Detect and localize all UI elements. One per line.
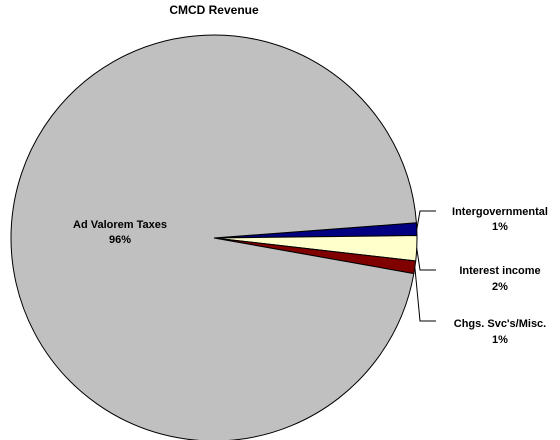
- slice-label-interest-income: Interest income: [459, 265, 540, 277]
- leader-line-intergovernmental: [416, 210, 436, 230]
- slice-pct-ad-valorem-taxes: 96%: [109, 234, 131, 246]
- slice-label-chgs-svcs-misc: Chgs. Svc's/Misc.: [454, 318, 547, 330]
- slice-pct-chgs-svcs-misc: 1%: [492, 334, 508, 346]
- slice-label-ad-valorem-taxes: Ad Valorem Taxes: [73, 219, 167, 231]
- leader-line-interest-income: [416, 248, 436, 271]
- pie-slices: [10, 34, 418, 440]
- slice-label-intergovernmental: Intergovernmental: [452, 206, 548, 218]
- slice-pct-interest-income: 2%: [492, 281, 508, 293]
- chart-title: CMCD Revenue: [169, 3, 259, 17]
- leader-lines: [414, 210, 436, 322]
- slice-pct-intergovernmental: 1%: [492, 221, 508, 233]
- leader-line-chgs-svc-s-misc: [414, 267, 436, 322]
- pie-slice-ad-valorem-taxes: [10, 34, 417, 440]
